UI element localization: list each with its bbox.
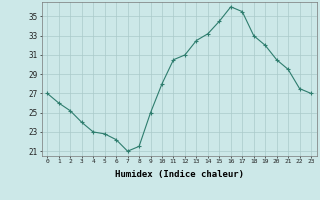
X-axis label: Humidex (Indice chaleur): Humidex (Indice chaleur): [115, 170, 244, 179]
